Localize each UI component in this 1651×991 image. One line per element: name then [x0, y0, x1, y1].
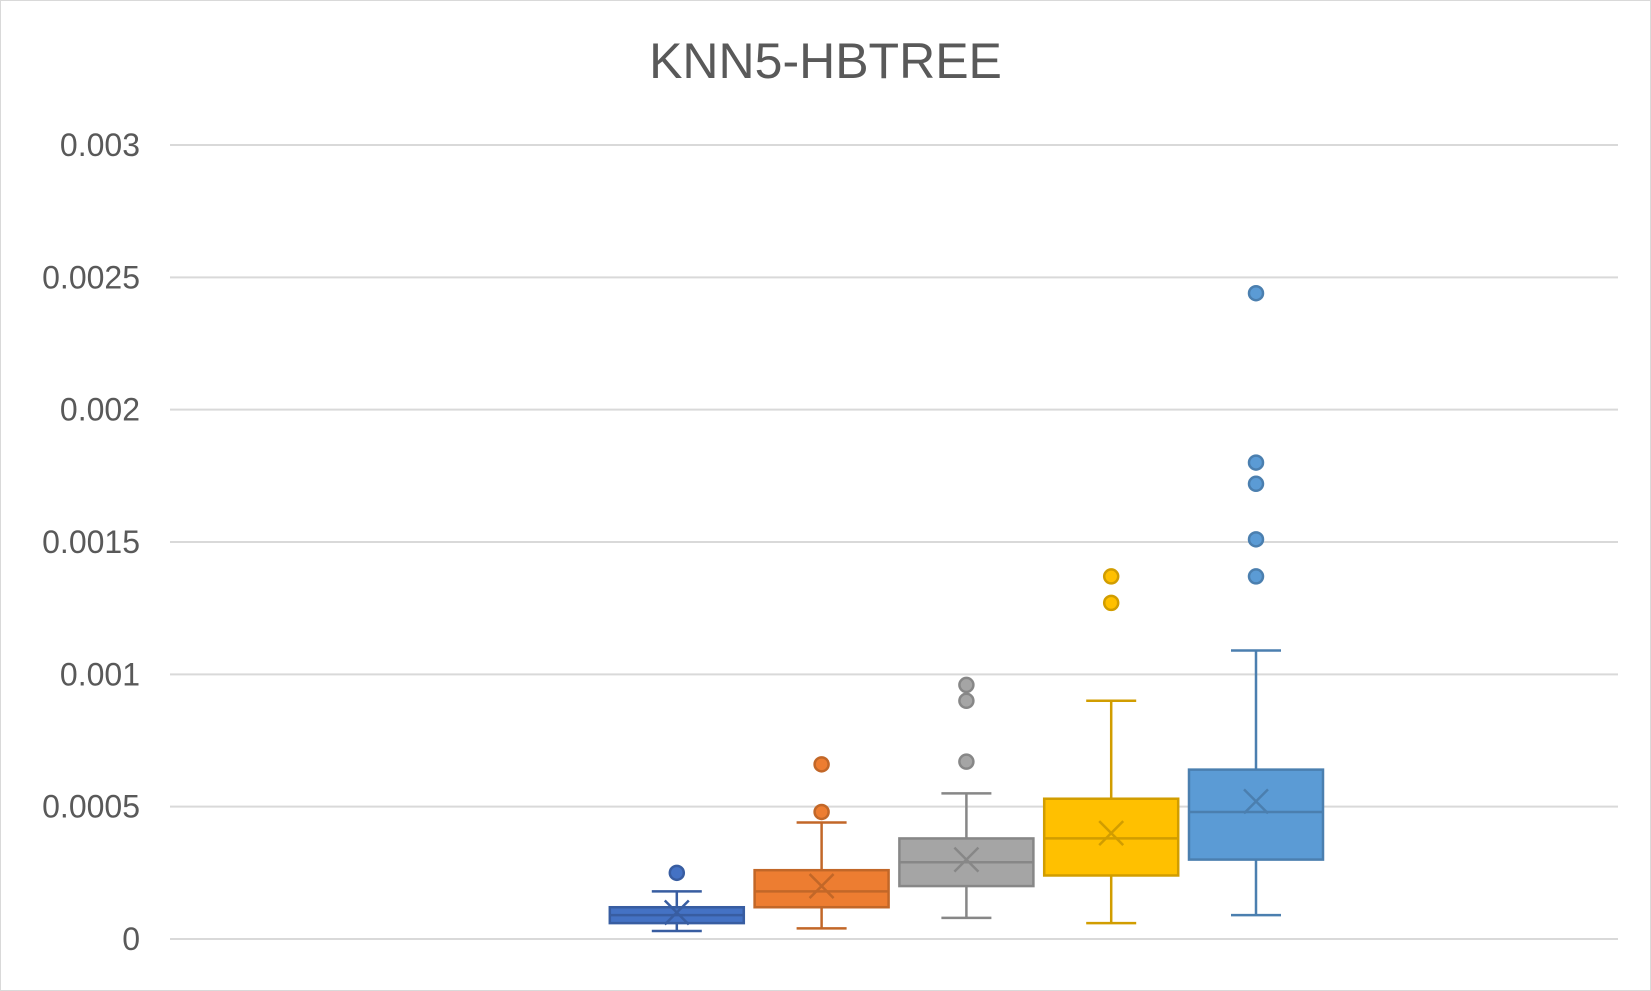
- mean-marker: [808, 873, 835, 899]
- outlier-point: [1247, 531, 1265, 548]
- y-tick-label: 0.0025: [42, 259, 140, 295]
- y-tick-label: 0: [122, 921, 140, 957]
- y-tick-label: 0.0005: [42, 789, 140, 825]
- outlier-point: [1247, 284, 1265, 302]
- mean-marker: [1243, 788, 1269, 815]
- y-tick-label: 0.001: [60, 656, 140, 692]
- y-tick-label: 0.002: [60, 392, 140, 428]
- box-iqr: [1187, 768, 1325, 861]
- outlier-point: [958, 753, 975, 770]
- outlier-point: [668, 864, 686, 882]
- chart-title: KNN5-HBTREE: [649, 33, 1002, 89]
- outlier-point: [958, 692, 975, 710]
- y-tick-label: 0.0015: [42, 524, 140, 560]
- box-iqr: [1042, 797, 1180, 877]
- outlier-point: [1247, 568, 1265, 585]
- y-tick-label: 0.003: [60, 127, 140, 163]
- outlier-point: [1247, 454, 1265, 471]
- outlier-point: [958, 676, 975, 694]
- mean-marker: [663, 899, 690, 926]
- outlier-point: [813, 756, 830, 773]
- mean-marker: [953, 846, 980, 873]
- outlier-point: [813, 803, 830, 821]
- mean-marker: [1098, 820, 1125, 847]
- outlier-point: [1102, 568, 1120, 585]
- box-iqr: [753, 868, 890, 909]
- outlier-point: [1102, 594, 1120, 612]
- outlier-point: [1247, 475, 1265, 493]
